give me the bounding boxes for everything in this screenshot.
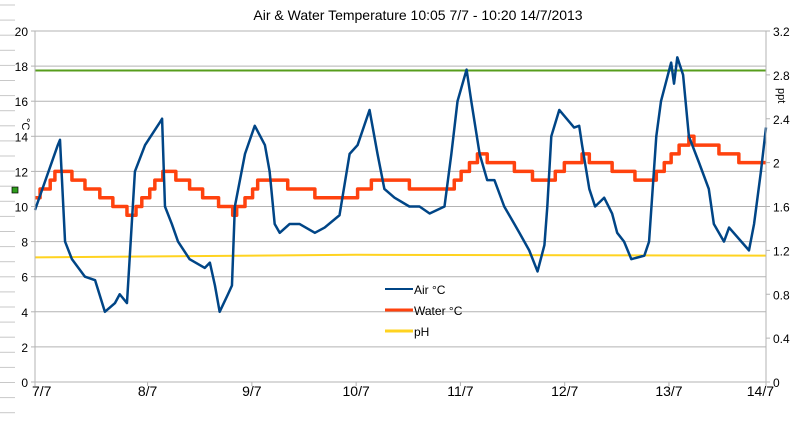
x-tick-label: 10/7 (343, 383, 370, 399)
legend-label: Water °C (414, 304, 463, 318)
y2-tick-label: 0.8 (773, 288, 790, 302)
gridlines (35, 30, 766, 383)
legend: Air °C Water °C pH (385, 283, 463, 339)
y2-tick-label: 1.2 (773, 244, 790, 258)
legend-key-marker (11, 186, 19, 194)
x-tick-label: 8/7 (138, 383, 158, 399)
y2-tick-label: 0.4 (773, 332, 790, 346)
y-tick-label: 8 (21, 236, 28, 250)
axes: 0 2 4 6 8 10 12 14 16 18 20 0 0.4 0.8 1.2 1.6 2 2.4 2.8 3.2… (0, 4, 790, 414)
y-axis-label: °C (19, 118, 31, 130)
x-tick-label: 14/7 (747, 383, 774, 399)
y2-tick-label: 2.8 (773, 69, 790, 83)
y2-tick-label: 2.4 (773, 113, 790, 127)
y2-axis-label: ppt (775, 88, 787, 103)
x-tick-label: 13/7 (655, 383, 682, 399)
y-tick-label: 2 (21, 341, 28, 355)
x-tick-label: 7/7 (32, 383, 52, 399)
series-line-2 (34, 253, 767, 259)
y-tick-label: 20 (15, 25, 29, 39)
y2-tick-label: 0 (773, 376, 780, 390)
y-tick-label: 6 (21, 271, 28, 285)
y-tick-label: 16 (15, 95, 29, 109)
y-tick-label: 14 (15, 130, 29, 144)
series-line-0 (33, 56, 768, 314)
y2-tick-label: 1.6 (773, 201, 790, 215)
x-tick-label: 11/7 (447, 383, 473, 399)
y-tick-label: 12 (15, 165, 29, 179)
y-tick-label: 18 (15, 60, 29, 74)
y-tick-label: 4 (21, 306, 28, 320)
legend-label: pH (414, 325, 429, 339)
y-tick-label: 0 (21, 376, 28, 390)
series-lines (33, 56, 768, 314)
y-tick-label: 10 (15, 201, 29, 215)
x-tick-label: 12/7 (551, 383, 578, 399)
y2-tick-label: 3.2 (773, 25, 790, 39)
x-tick-label: 9/7 (242, 383, 262, 399)
chart-title: Air & Water Temperature 10:05 7/7 - 10:2… (253, 7, 582, 23)
y2-tick-label: 2 (773, 157, 780, 171)
legend-label: Air °C (414, 283, 446, 297)
